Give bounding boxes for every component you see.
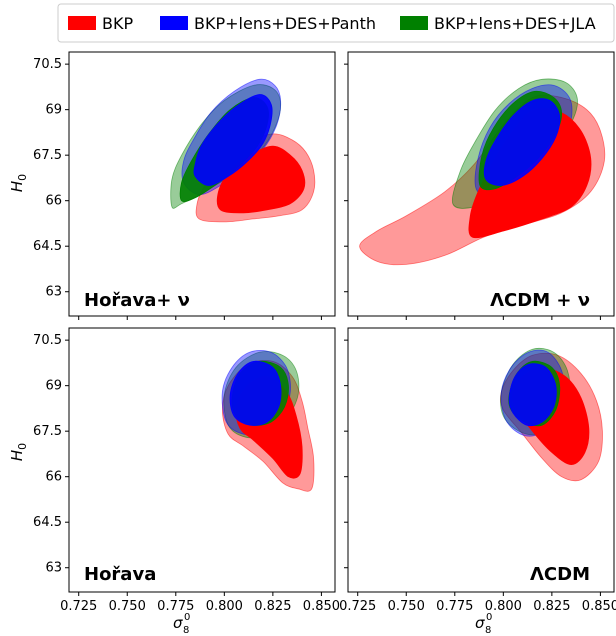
y-tick-label: 64.5: [33, 515, 62, 530]
x-tick-label: 0.725: [339, 599, 376, 614]
x-axis-sup: 0: [486, 612, 492, 623]
y-tick-label: 63: [45, 561, 62, 576]
y-tick-label: 69: [45, 379, 62, 394]
contour-inner-bkp-lens-des-panth: [508, 363, 557, 427]
panel-lcdm-nu: [347, 51, 615, 317]
panel-horava: [68, 327, 336, 593]
panel-frame: [347, 51, 615, 317]
x-axis-sup: 0: [184, 612, 190, 623]
x-tick-label: 0.725: [60, 599, 97, 614]
legend-label-jla: BKP+lens+DES+JLA: [434, 14, 596, 33]
y-axis-sub: 0: [16, 443, 29, 450]
x-tick-label: 0.775: [436, 599, 473, 614]
y-axis-sub: 0: [16, 174, 29, 181]
x-tick-label: 0.800: [206, 599, 243, 614]
contour-inner-bkp-lens-des-panth: [193, 94, 273, 186]
panel-frame: [68, 327, 336, 593]
y-tick-label: 66: [45, 194, 62, 209]
x-tick-label: 0.775: [157, 599, 194, 614]
x-tick-label: 0.825: [533, 599, 570, 614]
panel-title-lcdm: ΛCDM: [530, 564, 590, 585]
x-tick-label: 0.750: [109, 599, 146, 614]
y-tick-label: 70.5: [33, 57, 62, 72]
y-tick-label: 66: [45, 470, 62, 485]
y-tick-label: 64.5: [33, 239, 62, 254]
panel-title-horava: Hořava: [84, 564, 156, 585]
y-tick-label: 63: [45, 285, 62, 300]
x-axis-title-left: σ 0 8: [173, 612, 190, 636]
svg-text:H0: H0: [8, 443, 29, 461]
contour-inner-bkp-lens-des-panth: [483, 98, 561, 186]
x-tick-label: 0.800: [485, 599, 522, 614]
panel-frame: [347, 327, 615, 593]
y-axis-main: H: [8, 450, 26, 461]
x-axis-title-right: σ 0 8: [475, 612, 492, 636]
x-axis-main: σ: [173, 614, 183, 632]
x-tick-label: 0.850: [582, 599, 616, 614]
legend-label-bkp: BKP: [102, 14, 133, 33]
y-axis-main: H: [8, 181, 26, 192]
legend-swatch-jla: [400, 16, 428, 30]
x-tick-label: 0.825: [254, 599, 291, 614]
y-axis-title-bottom: H0: [8, 443, 29, 461]
x-axis-sub: 8: [183, 625, 189, 636]
legend: BKP BKP+lens+DES+Panth BKP+lens+DES+JLA: [57, 3, 615, 43]
y-tick-label: 67.5: [33, 148, 62, 163]
contour-inner-bkp: [468, 107, 592, 239]
ticks: 70.5 69 67.5 66 64.5 63 70.5 69 67.5 66 64.5 63 0.72…: [33, 57, 616, 614]
panel-title-horava-nu: Hořava+ ν: [84, 290, 190, 311]
x-axis-sub: 8: [485, 625, 491, 636]
x-axis-main: σ: [475, 614, 485, 632]
panel-frame: [68, 51, 336, 317]
legend-swatch-bkp: [68, 16, 96, 30]
contour-inner-bkp-lens-des-panth: [229, 360, 282, 426]
svg-text:H0: H0: [8, 174, 29, 192]
legend-frame: [57, 3, 615, 43]
legend-label-panth: BKP+lens+DES+Panth: [194, 14, 376, 33]
y-tick-label: 70.5: [33, 333, 62, 348]
x-tick-label: 0.850: [303, 599, 340, 614]
panel-title-lcdm-nu: ΛCDM + ν: [490, 290, 590, 311]
y-tick-label: 69: [45, 103, 62, 118]
x-tick-label: 0.750: [388, 599, 425, 614]
y-tick-label: 67.5: [33, 424, 62, 439]
panel-lcdm: [347, 327, 615, 593]
y-axis-title-top: H0: [8, 174, 29, 192]
panel-horava-nu: [68, 51, 336, 317]
legend-swatch-panth: [160, 16, 188, 30]
